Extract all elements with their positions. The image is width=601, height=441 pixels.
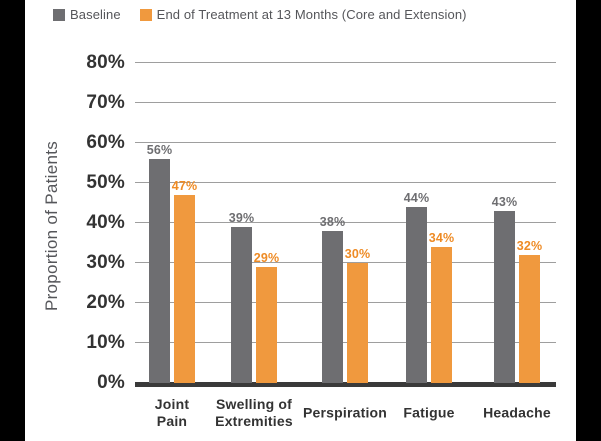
value-label-end-of-treatment-at-13-months-core-and-extension-joint-pain: 47% bbox=[171, 179, 198, 193]
legend-item-end-of-treatment: End of Treatment at 13 Months (Core and … bbox=[139, 7, 467, 22]
value-label-end-of-treatment-at-13-months-core-and-extension-swelling-of-extremities: 29% bbox=[253, 251, 280, 265]
gridline-80% bbox=[135, 62, 556, 63]
bar-baseline-headache bbox=[494, 211, 515, 383]
bar-end-of-treatment-at-13-months-core-and-extension-joint-pain bbox=[174, 195, 195, 383]
value-label-end-of-treatment-at-13-months-core-and-extension-headache: 32% bbox=[516, 239, 543, 253]
bar-end-of-treatment-at-13-months-core-and-extension-fatigue bbox=[431, 247, 452, 383]
letterbox-left bbox=[0, 0, 25, 441]
category-label-headache: Headache bbox=[483, 404, 551, 421]
y-tick-label-50%: 50% bbox=[86, 172, 125, 193]
category-label-perspiration: Perspiration bbox=[302, 404, 388, 421]
plot-area: 0% 10% 20% 30% 40% 50% 60% 70% 80% 56% 39% 38% 44% 43… bbox=[86, 52, 556, 393]
bar-end-of-treatment-at-13-months-core-and-extension-swelling-of-extremities bbox=[256, 267, 277, 383]
y-tick-label-60%: 60% bbox=[86, 132, 125, 153]
legend-item-baseline: Baseline bbox=[53, 7, 121, 22]
bar-end-of-treatment-at-13-months-core-and-extension-perspiration bbox=[347, 263, 368, 383]
legend: Baseline End of Treatment at 13 Months (… bbox=[53, 7, 467, 22]
value-label-end-of-treatment-at-13-months-core-and-extension-perspiration: 30% bbox=[344, 247, 371, 261]
gridline-20% bbox=[135, 302, 556, 303]
baseline-color-swatch-icon bbox=[53, 8, 65, 21]
x-axis-line bbox=[135, 382, 556, 387]
bar-baseline-perspiration bbox=[322, 231, 343, 383]
gridline-50% bbox=[135, 182, 556, 183]
y-tick-label-40%: 40% bbox=[86, 212, 125, 233]
bar-baseline-fatigue bbox=[406, 207, 427, 383]
y-tick-label-80%: 80% bbox=[86, 52, 125, 73]
y-tick-label-20%: 20% bbox=[86, 292, 125, 313]
letterbox-right bbox=[576, 0, 601, 441]
y-tick-label-30%: 30% bbox=[86, 252, 125, 273]
value-label-baseline-headache: 43% bbox=[491, 195, 518, 209]
gridline-60% bbox=[135, 142, 556, 143]
y-tick-label-70%: 70% bbox=[86, 92, 125, 113]
bar-end-of-treatment-at-13-months-core-and-extension-headache bbox=[519, 255, 540, 383]
legend-label-baseline: Baseline bbox=[70, 7, 121, 22]
gridline-70% bbox=[135, 102, 556, 103]
bar-chart: Baseline End of Treatment at 13 Months (… bbox=[25, 0, 576, 441]
bar-baseline-swelling-of-extremities bbox=[231, 227, 252, 383]
value-label-end-of-treatment-at-13-months-core-and-extension-fatigue: 34% bbox=[428, 231, 455, 245]
category-label-joint-pain: Joint Pain bbox=[154, 396, 190, 429]
value-label-baseline-swelling-of-extremities: 39% bbox=[228, 211, 255, 225]
gridline-40% bbox=[135, 222, 556, 223]
legend-label-end-of-treatment: End of Treatment at 13 Months (Core and … bbox=[156, 7, 467, 22]
bar-baseline-joint-pain bbox=[149, 159, 170, 383]
category-label-swelling-of-extremities: Swelling of Extremities bbox=[215, 396, 293, 429]
value-label-baseline-perspiration: 38% bbox=[319, 215, 346, 229]
end-of-treatment-color-swatch-icon bbox=[139, 8, 152, 21]
y-tick-label-0%: 0% bbox=[97, 372, 125, 393]
value-label-baseline-fatigue: 44% bbox=[403, 191, 430, 205]
y-tick-label-10%: 10% bbox=[86, 332, 125, 353]
category-label-fatigue: Fatigue bbox=[403, 404, 455, 421]
value-label-baseline-joint-pain: 56% bbox=[146, 143, 173, 157]
gridline-10% bbox=[135, 342, 556, 343]
gridline-30% bbox=[135, 262, 556, 263]
